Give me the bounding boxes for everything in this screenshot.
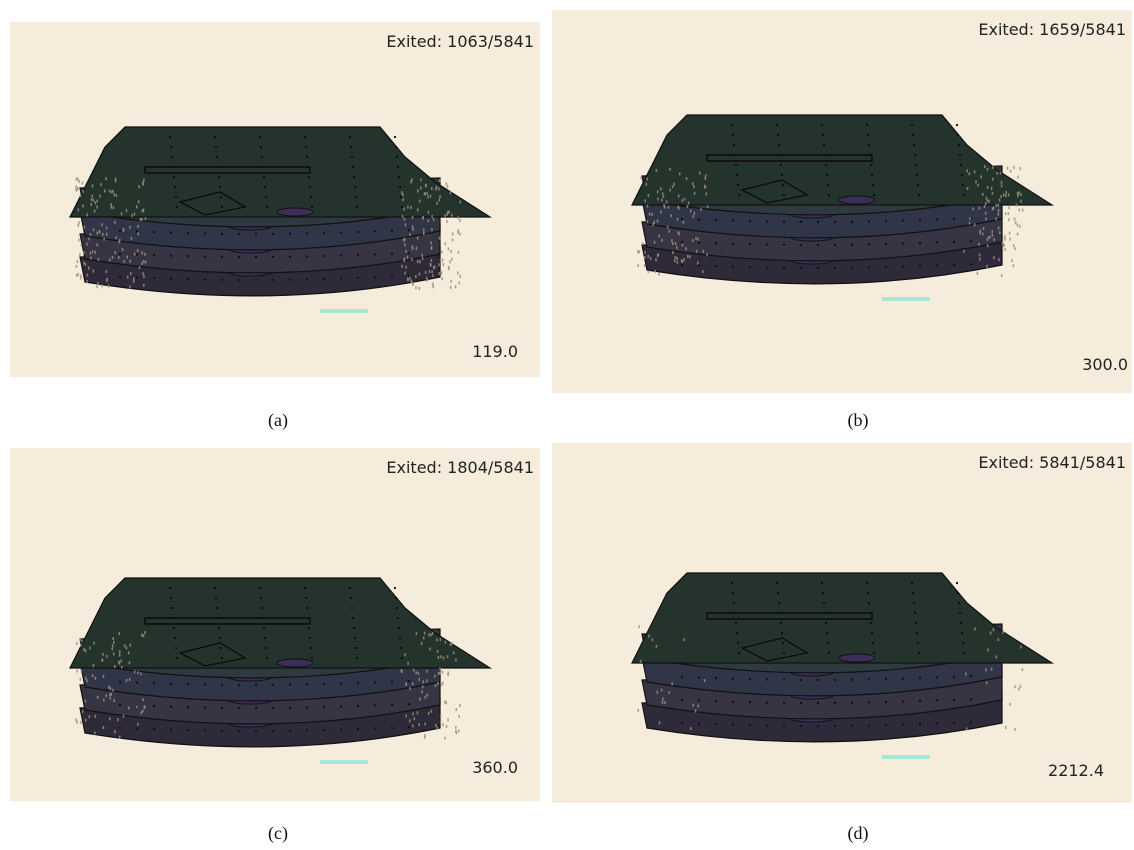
exited-counter: Exited: 1659/5841 [978, 20, 1126, 39]
ship-deck-render-d [552, 443, 1132, 803]
simulation-time: 360.0 [472, 758, 518, 777]
simulation-panel-d: Exited: 5841/5841 2212.4 [552, 443, 1132, 803]
exit-marker [882, 755, 930, 759]
deck-top [632, 573, 1052, 663]
exit-marker [882, 297, 930, 301]
caption-c: (c) [248, 823, 308, 844]
caption-d: (d) [828, 823, 888, 844]
exit-marker [320, 309, 368, 313]
simulation-panel-a: Exited: 1063/5841 119.0 [10, 22, 540, 377]
exit-marker [320, 760, 368, 764]
simulation-time: 300.0 [1082, 355, 1128, 374]
deck-top [70, 127, 490, 217]
ship-deck-render-a [10, 22, 540, 377]
deck-top [70, 578, 490, 668]
exited-counter: Exited: 1804/5841 [386, 458, 534, 477]
ship-deck-render-b [552, 10, 1132, 393]
simulation-time: 119.0 [472, 342, 518, 361]
exited-counter: Exited: 1063/5841 [386, 32, 534, 51]
simulation-panel-c: Exited: 1804/5841 360.0 [10, 448, 540, 801]
simulation-panel-b: Exited: 1659/5841 300.0 [552, 10, 1132, 393]
exited-counter: Exited: 5841/5841 [978, 453, 1126, 472]
caption-a: (a) [248, 410, 308, 431]
simulation-time: 2212.4 [1048, 761, 1104, 780]
deck-top [632, 115, 1052, 205]
ship-deck-render-c [10, 448, 540, 801]
caption-b: (b) [828, 410, 888, 431]
